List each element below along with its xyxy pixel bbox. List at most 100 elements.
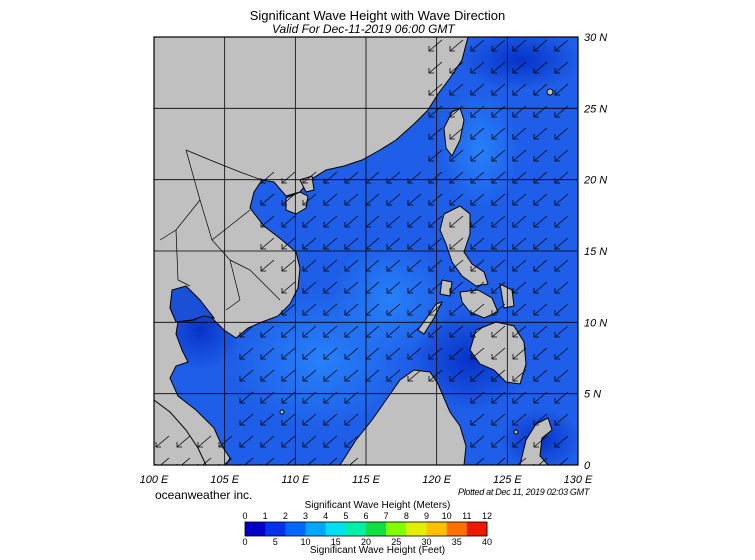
arrow-icon [344,391,359,404]
arrow-icon [449,127,464,140]
arrow-icon [344,237,359,250]
arrow-icon [302,215,317,228]
arrow-icon [344,325,359,338]
lat-label: 5 N [584,389,601,401]
arrow-icon [386,303,401,316]
arrow-icon [470,193,485,206]
feet-tick-label: 20 [361,537,371,547]
gulf-of-thailand [169,285,216,323]
arrow-icon [470,435,485,448]
arrow-icon [407,171,422,184]
wave-direction-arrows [155,39,569,465]
arrow-icon [281,413,296,426]
arrow-icon [554,281,569,294]
land-sulawesi [519,417,553,465]
arrow-icon [554,457,569,465]
arrow-icon [554,347,569,360]
colorbar-segment [305,522,327,536]
arrow-icon [470,149,485,162]
arrow-icon [428,281,443,294]
arrow-icon [365,347,380,360]
arrow-icon [533,325,548,338]
arrow-icon [533,215,548,228]
latitude-labels: 30 N 25 N 20 N 15 N 10 N 5 N 0 [583,32,607,472]
lat-lon-grid [154,37,578,465]
arrow-icon [491,215,506,228]
arrow-icon [344,413,359,426]
chart-title: Significant Wave Height with Wave Direct… [249,8,506,23]
arrow-icon [449,105,464,118]
arrow-icon [512,391,527,404]
land-mindanao [469,321,527,385]
arrow-icon [533,237,548,250]
arrow-icon [554,215,569,228]
colorbar-title-feet: Significant Wave Height (Feet) [309,545,446,556]
arrow-icon [155,457,170,465]
arrow-icon [323,215,338,228]
arrow-icon [470,391,485,404]
arrow-icon [533,457,548,465]
arrow-icon [491,39,506,52]
arrow-icon [449,193,464,206]
arrow-icon [386,171,401,184]
arrow-icon [365,303,380,316]
arrow-icon [323,171,338,184]
lon-label: 130 E [564,474,593,486]
arrow-icon [470,369,485,382]
arrow-icon [344,215,359,228]
arrow-icon [428,369,443,382]
lat-label: 25 N [583,103,607,115]
credit-text: oceanweather inc. [155,488,253,502]
colorbar-segment [366,522,387,536]
arrow-icon [302,347,317,360]
lat-label: 0 [584,460,591,472]
arrow-icon [512,61,527,74]
arrow-icon [260,193,275,206]
arrow-icon [491,281,506,294]
colorbar-segment [446,522,468,536]
colorbar-segment [466,522,488,536]
arrow-icon [260,171,275,184]
arrow-icon [554,171,569,184]
arrow-icon [428,325,443,338]
arrow-icon [533,149,548,162]
arrow-icon [281,193,296,206]
arrow-icon [428,215,443,228]
arrow-icon [428,347,443,360]
arrow-icon [386,369,401,382]
arrow-icon [449,259,464,272]
arrow-icon [491,413,506,426]
arrow-icon [470,105,485,118]
arrow-icon [323,303,338,316]
arrow-icon [197,457,212,465]
colorbar-title-meters: Significant Wave Height (Meters) [304,500,451,511]
arrow-icon [302,435,317,448]
arrow-icon [344,281,359,294]
arrow-icon [512,237,527,250]
arrow-icon [491,391,506,404]
arrow-icon [323,413,338,426]
arrow-icon [407,303,422,316]
arrow-icon [470,325,485,338]
arrow-icon [512,435,527,448]
arrow-icon [365,369,380,382]
arrow-icon [512,149,527,162]
arrow-icon [554,61,569,74]
arrow-icon [407,237,422,250]
colorbar-segment [245,522,266,536]
arrow-icon [428,303,443,316]
land-natuna [279,409,285,415]
arrow-icon [365,325,380,338]
arrow-icon [491,457,506,465]
arrow-icon [386,281,401,294]
arrow-icon [533,413,548,426]
arrow-icon [470,259,485,272]
arrow-icon [512,259,527,272]
land-okinawa [546,88,554,96]
arrow-icon [554,413,569,426]
arrow-icon [470,127,485,140]
lat-label: 20 N [583,175,607,187]
arrow-icon [260,215,275,228]
arrow-icon [491,127,506,140]
colorbar-segment [426,522,448,536]
